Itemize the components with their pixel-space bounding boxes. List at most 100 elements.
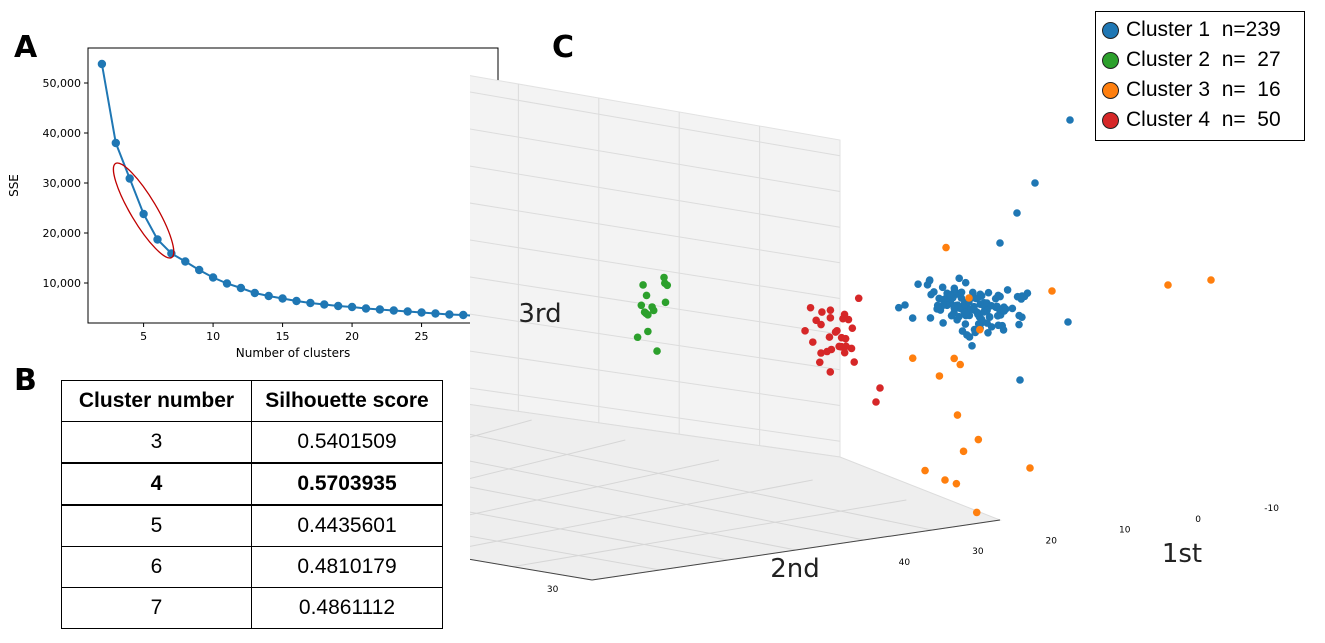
x-axis-line <box>591 519 1001 581</box>
sse-point <box>194 265 204 275</box>
cell-silhouette-score: 0.4435601 <box>251 504 443 547</box>
data-point-cluster-1 <box>1020 292 1029 301</box>
y-axis-label: SSE <box>7 174 21 197</box>
y-tick-label: 50,000 <box>43 77 82 90</box>
data-point-cluster-3 <box>1207 276 1215 284</box>
data-point-cluster-3 <box>942 243 950 252</box>
legend-item-cluster-1: Cluster 1 n=239 <box>1102 16 1281 44</box>
data-point-cluster-4 <box>839 314 847 323</box>
table-row: 6 0.4810179 <box>61 546 443 588</box>
sse-point <box>139 209 148 219</box>
data-point-cluster-1 <box>1015 311 1023 320</box>
data-point-cluster-1 <box>999 326 1008 334</box>
data-point-cluster-1 <box>938 283 947 292</box>
table-row: 7 0.4861112 <box>61 587 443 629</box>
data-point-cluster-1 <box>1013 209 1021 217</box>
sse-point <box>97 59 107 69</box>
x-tick-label: 10 <box>1119 526 1131 536</box>
data-point-cluster-4 <box>840 348 849 357</box>
grid-line <box>470 276 841 335</box>
data-point-cluster-4 <box>850 358 859 366</box>
plot-frame <box>87 47 499 324</box>
cell-silhouette-score: 0.5703935 <box>251 462 443 506</box>
data-point-cluster-4 <box>812 316 820 325</box>
x-tick-label: 5 <box>140 330 147 343</box>
data-point-cluster-4 <box>842 342 850 351</box>
data-point-cluster-2 <box>637 301 646 310</box>
data-point-cluster-1 <box>933 301 942 310</box>
x-tick-label: 20 <box>1046 536 1058 546</box>
legend-label: Cluster 2 n= 27 <box>1126 48 1281 71</box>
data-point-cluster-1 <box>914 280 922 289</box>
elbow-chart: 5101520253010,00020,00030,00040,00050,00… <box>7 47 499 360</box>
data-point-cluster-4 <box>825 333 834 341</box>
data-point-cluster-3 <box>1048 287 1056 295</box>
sse-point <box>431 309 440 318</box>
data-point-cluster-4 <box>826 314 835 322</box>
data-point-cluster-4 <box>818 308 826 316</box>
sse-point <box>278 294 287 303</box>
x-tick-label: 40 <box>899 558 911 568</box>
data-point-cluster-1 <box>947 311 956 320</box>
data-point-cluster-2 <box>642 309 650 318</box>
data-point-cluster-1 <box>968 342 976 350</box>
legend-label: Cluster 3 n= 16 <box>1126 78 1281 101</box>
y-tick-label: 20,000 <box>43 227 82 240</box>
x-axis-title: 1st <box>1162 539 1202 569</box>
data-point-cluster-1 <box>1016 376 1024 384</box>
data-point-cluster-1 <box>1064 318 1072 326</box>
z-axis-title: 3rd <box>518 299 561 329</box>
grid-line <box>470 165 841 228</box>
x-tick-label: 15 <box>276 330 290 343</box>
sse-line <box>100 63 478 317</box>
data-point-cluster-3 <box>976 325 984 334</box>
data-point-cluster-1 <box>970 325 979 334</box>
data-point-cluster-3 <box>1164 281 1172 289</box>
grid-line <box>470 239 841 299</box>
scatter-3d-chart: 2520151050-5-10-15-100102030-10010203040… <box>470 75 1279 595</box>
data-point-cluster-4 <box>835 342 843 351</box>
data-point-cluster-1 <box>1031 179 1039 187</box>
legend-item-cluster-4: Cluster 4 n= 50 <box>1102 106 1281 134</box>
panel-letter-a: A <box>14 30 38 65</box>
data-point-cluster-1 <box>926 314 935 322</box>
data-point-cluster-3 <box>959 447 968 456</box>
sse-point <box>333 301 343 311</box>
data-point-cluster-1 <box>1008 304 1017 313</box>
y-tick-label: 30,000 <box>43 177 82 190</box>
data-point-cluster-1 <box>994 321 1003 330</box>
data-point-cluster-4 <box>815 358 824 367</box>
legend-item-cluster-3: Cluster 3 n= 16 <box>1102 76 1281 104</box>
sse-point <box>417 308 426 317</box>
data-point-cluster-2 <box>633 333 642 342</box>
right-back-pane <box>470 75 841 458</box>
data-point-cluster-3 <box>908 354 917 362</box>
data-point-cluster-4 <box>876 384 884 392</box>
sse-point <box>306 298 315 308</box>
cell-cluster-number: 4 <box>61 462 252 506</box>
sse-point <box>361 304 371 313</box>
data-point-cluster-4 <box>831 328 840 336</box>
grid-line <box>470 350 841 406</box>
data-point-cluster-1 <box>957 288 966 297</box>
data-point-cluster-1 <box>1066 116 1074 124</box>
data-point-cluster-4 <box>806 303 815 312</box>
sse-point <box>222 279 232 288</box>
col-header-silhouette-score: Silhouette score <box>251 380 443 422</box>
sse-point <box>403 307 412 316</box>
cell-cluster-number: 7 <box>61 587 252 629</box>
data-point-cluster-2 <box>639 281 647 289</box>
y-axis-title: 2nd <box>770 554 820 584</box>
data-point-cluster-1 <box>985 313 994 321</box>
x-tick-label: 30 <box>972 547 984 557</box>
cell-silhouette-score: 0.4810179 <box>251 546 443 588</box>
cell-silhouette-score: 0.4861112 <box>251 587 443 629</box>
data-point-cluster-3 <box>965 294 973 302</box>
col-header-cluster-number: Cluster number <box>61 380 252 422</box>
sse-point <box>347 302 357 312</box>
data-point-cluster-1 <box>939 295 948 304</box>
x-tick-label: 25 <box>415 330 429 343</box>
data-point-cluster-4 <box>826 368 835 376</box>
data-point-cluster-4 <box>872 398 880 406</box>
data-point-cluster-1 <box>930 288 938 296</box>
